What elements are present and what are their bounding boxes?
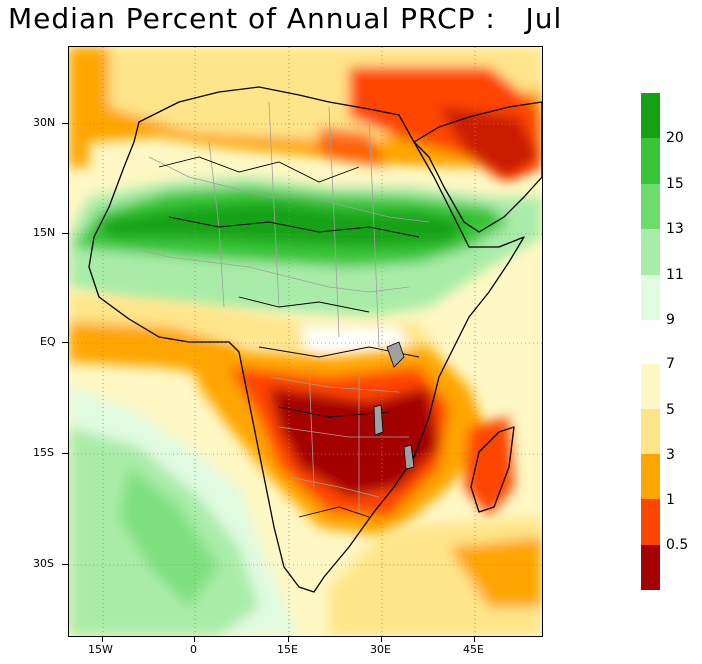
lat-tickmark	[62, 123, 68, 124]
grid-lines	[69, 47, 542, 636]
lat-tick-15n: 15N	[33, 226, 56, 239]
colorbar-box-wet-2	[641, 138, 660, 184]
lon-tick-15w: 15W	[88, 643, 113, 656]
south-atlantic-green	[69, 387, 299, 636]
colorbar-label-5: 5	[666, 402, 675, 418]
lon-tickmark	[102, 636, 103, 642]
colorbar-label-0-5: 0.5	[666, 537, 689, 553]
lon-tickmark	[381, 636, 382, 642]
north-dry-field	[69, 47, 542, 187]
great-lakes	[373, 341, 415, 470]
colorbar-box-dry-5	[641, 545, 660, 590]
lat-tickmark	[62, 233, 68, 234]
colorbar-label-9: 9	[666, 312, 675, 328]
map-title: Median Percent of Annual PRCP : Jul	[8, 2, 563, 35]
colorbar-label-7: 7	[666, 356, 675, 372]
lon-tickmark	[474, 636, 475, 642]
precip-map	[69, 47, 542, 636]
colorbar-box-dry-4	[641, 499, 660, 545]
lon-tickmark	[288, 636, 289, 642]
lat-tick-30s: 30S	[33, 557, 54, 570]
colorbar-box-wet-5	[641, 275, 660, 320]
lat-tick-30n: 30N	[33, 116, 56, 129]
lon-tick-30e: 30E	[370, 643, 391, 656]
lat-tickmark	[62, 453, 68, 454]
coastline	[88, 86, 542, 593]
colorbar-box-wet-1	[641, 93, 660, 138]
colorbar-box-dry-1	[641, 364, 660, 409]
lon-tick-15e: 15E	[277, 643, 298, 656]
lon-tickmark	[194, 636, 195, 642]
lon-tick-45e: 45E	[463, 643, 484, 656]
colorbar-label-20: 20	[666, 130, 684, 146]
colorbar-label-15: 15	[666, 176, 684, 192]
lat-tickmark	[62, 564, 68, 565]
south-indian-field	[329, 517, 542, 636]
lat-tick-eq: EQ	[40, 335, 56, 348]
colorbar-label-11: 11	[666, 267, 684, 283]
map-panel	[68, 46, 543, 637]
colorbar-box-dry-2	[641, 409, 660, 454]
sahel-green-belt	[69, 177, 542, 317]
lon-tick-0: 0	[190, 643, 197, 656]
colorbar-box-dry-3	[641, 454, 660, 499]
colorbar-label-3: 3	[666, 447, 675, 463]
lat-tickmark	[62, 342, 68, 343]
southern-africa-dry	[189, 347, 514, 537]
colorbar-box-wet-4	[641, 229, 660, 275]
admin-borders	[128, 101, 430, 517]
colorbar-label-1: 1	[666, 492, 675, 508]
lat-tick-15s: 15S	[33, 446, 54, 459]
colorbar-label-13: 13	[666, 221, 684, 237]
colorbar-box-wet-3	[641, 184, 660, 229]
